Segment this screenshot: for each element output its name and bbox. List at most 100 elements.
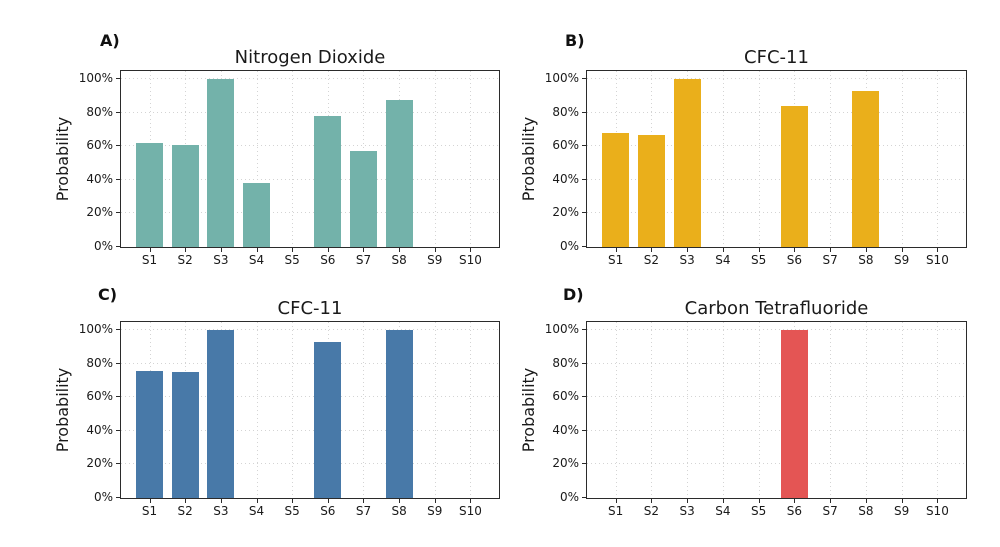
x-tick-label-s1: S1 [607, 253, 624, 267]
y-tick-mark [116, 463, 120, 465]
bar-s1 [136, 370, 163, 498]
y-tick-label-100: 100% [544, 322, 579, 337]
y-tick-mark [582, 145, 586, 147]
x-tick-mark [615, 499, 617, 503]
x-tick-mark [722, 499, 724, 503]
bar-s2 [171, 372, 199, 498]
y-tick-label-0: 0% [559, 239, 579, 253]
x-tick-mark [758, 248, 760, 252]
gridline-vertical [901, 322, 903, 498]
y-tick-mark [582, 329, 586, 331]
gridline-vertical [470, 71, 472, 247]
x-tick-label-s10: S10 [925, 253, 949, 267]
x-tick-mark [615, 248, 617, 252]
x-tick-mark [830, 499, 832, 503]
gridline-vertical [651, 322, 653, 498]
x-tick-mark [687, 248, 689, 252]
y-tick-mark [116, 396, 120, 398]
gridline-vertical [615, 322, 617, 498]
bar-s3 [207, 330, 235, 498]
x-tick-mark [434, 499, 436, 503]
bar-s6 [314, 116, 342, 247]
x-tick-label-s6: S6 [320, 504, 336, 518]
y-tick-label-60: 60% [552, 389, 579, 404]
y-tick-mark [116, 78, 120, 80]
x-tick-mark [687, 499, 689, 503]
y-tick-mark [582, 362, 586, 364]
y-tick-mark [116, 246, 120, 247]
gridline-vertical [470, 322, 472, 498]
x-tick-label-s9: S9 [427, 504, 443, 518]
gridline-vertical [256, 71, 258, 247]
gridline-horizontal [121, 429, 499, 431]
y-tick-label-20: 20% [86, 456, 113, 471]
x-tick-label-s8: S8 [391, 253, 407, 267]
y-tick-label-20: 20% [552, 205, 579, 220]
bar-s1 [136, 143, 163, 247]
x-tick-label-s6: S6 [786, 253, 802, 267]
x-tick-label-s5: S5 [750, 253, 767, 267]
y-tick-mark [116, 497, 120, 498]
x-tick-mark [399, 248, 401, 252]
x-tick-mark [651, 248, 653, 252]
x-tick-mark [901, 248, 903, 252]
y-tick-label-80: 80% [86, 104, 113, 119]
x-tick-mark [327, 499, 329, 503]
y-tick-label-20: 20% [552, 456, 579, 471]
x-tick-mark [901, 499, 903, 503]
y-tick-mark [116, 362, 120, 364]
x-tick-label-s5: S5 [750, 504, 767, 518]
x-tick-mark [470, 248, 472, 252]
chart-title-d: Carbon Tetrafluoride [684, 298, 869, 319]
x-tick-label-s8: S8 [391, 504, 407, 518]
x-tick-label-s4: S4 [715, 253, 731, 267]
x-tick-mark [399, 499, 401, 503]
y-tick-label-0: 0% [93, 490, 113, 504]
gridline-horizontal [121, 362, 499, 364]
bar-s6 [314, 342, 342, 498]
x-tick-label-s4: S4 [248, 253, 265, 267]
x-tick-label-s1: S1 [141, 504, 158, 518]
plot-area-a [116, 70, 500, 252]
y-tick-mark [582, 396, 586, 398]
x-tick-label-s10: S10 [459, 504, 482, 518]
y-tick-label-40: 40% [86, 422, 113, 437]
x-tick-label-s6: S6 [320, 253, 336, 267]
bar-s7 [350, 151, 377, 247]
panel-label-d: D) [563, 285, 584, 304]
y-tick-label-0: 0% [93, 239, 113, 253]
x-tick-mark [363, 499, 365, 503]
y-tick-label-60: 60% [86, 138, 113, 153]
gridline-horizontal [587, 145, 966, 147]
bar-s3 [207, 79, 235, 247]
bar-s2 [171, 144, 199, 247]
bar-s4 [243, 183, 270, 247]
gridline-horizontal [121, 212, 499, 214]
x-tick-mark [149, 248, 151, 252]
gridline-vertical [722, 322, 724, 498]
x-tick-mark [220, 499, 222, 503]
chart-title-a: Nitrogen Dioxide [234, 47, 386, 68]
x-tick-mark [722, 248, 724, 252]
x-tick-label-s8: S8 [858, 253, 874, 267]
x-tick-label-s3: S3 [213, 253, 229, 267]
x-tick-mark [185, 499, 187, 503]
x-tick-label-s7: S7 [355, 253, 372, 267]
x-tick-label-s3: S3 [679, 504, 695, 518]
y-tick-label-40: 40% [552, 171, 579, 186]
x-tick-label-s1: S1 [141, 253, 158, 267]
gridline-vertical [830, 71, 832, 247]
x-tick-label-s7: S7 [822, 504, 838, 518]
x-tick-label-s3: S3 [679, 253, 695, 267]
x-tick-label-s8: S8 [858, 504, 874, 518]
x-tick-mark [327, 248, 329, 252]
x-tick-label-s9: S9 [894, 504, 910, 518]
plot-area-c [116, 321, 500, 503]
gridline-horizontal [121, 78, 499, 80]
x-tick-label-s4: S4 [248, 504, 265, 518]
y-tick-label-60: 60% [552, 138, 579, 153]
bar-s3 [673, 79, 701, 247]
chart-title-c: CFC-11 [277, 298, 343, 319]
x-tick-mark [256, 499, 258, 503]
gridline-vertical [722, 71, 724, 247]
